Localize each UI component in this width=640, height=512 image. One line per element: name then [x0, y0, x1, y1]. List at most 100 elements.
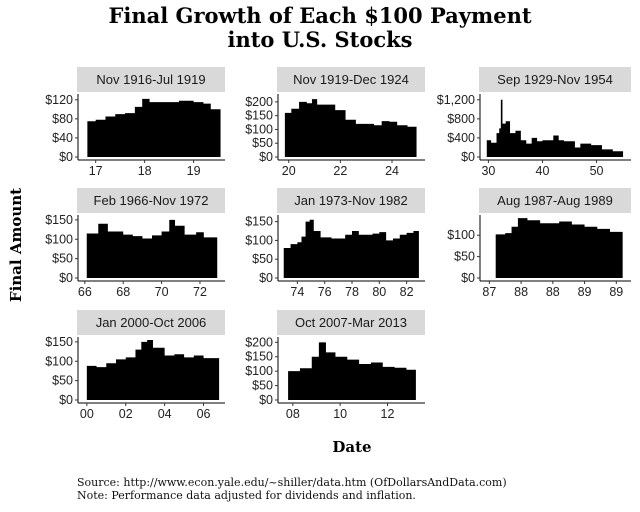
area-series — [87, 98, 221, 157]
x-tick-label: 08 — [286, 407, 300, 421]
x-tick-label: 18 — [138, 164, 152, 178]
y-tick-label: $50 — [252, 252, 273, 266]
y-tick-label: $50 — [52, 374, 73, 388]
facet-panel: Feb 1966-Nov 1972 $0 $50 $100 $150 66 68 70 72 — [45, 188, 225, 299]
facet-panel: Sep 1929-Nov 1954 $0 $400 $800 $1,200 30 40 50 — [437, 67, 631, 178]
x-tick-label: 88 — [514, 285, 528, 299]
y-tick-label: $120 — [45, 93, 73, 107]
x-tick-label: 24 — [385, 164, 399, 178]
y-tick-label: $0 — [59, 393, 73, 407]
y-tick-label: $50 — [52, 252, 73, 266]
facet-strip — [277, 310, 425, 335]
facet-strip — [479, 67, 631, 92]
facet-strip-label: Jan 2000-Oct 2006 — [96, 315, 207, 330]
x-tick-label: 72 — [193, 285, 207, 299]
y-tick-label: $150 — [45, 213, 73, 227]
y-tick-label: $150 — [245, 350, 273, 364]
y-tick-label: $80 — [52, 112, 73, 126]
y-tick-label: $0 — [461, 150, 475, 164]
y-tick-label: $50 — [454, 250, 475, 264]
area-series — [288, 342, 416, 400]
x-tick-label: 70 — [155, 285, 169, 299]
area-series — [86, 219, 218, 278]
x-tick-label: 04 — [158, 407, 172, 421]
x-axis-title: Date — [332, 438, 371, 456]
x-tick-label: 80 — [372, 285, 386, 299]
facet-strip-label: Oct 2007-Mar 2013 — [295, 315, 407, 330]
y-tick-label: $1,200 — [437, 93, 475, 107]
y-tick-label: $100 — [447, 228, 475, 242]
facet-strip-label: Nov 1916-Jul 1919 — [96, 72, 205, 87]
y-tick-label: $150 — [245, 215, 273, 229]
y-tick-label: $200 — [245, 95, 273, 109]
source-note: Source: http://www.econ.yale.edu/~shille… — [77, 476, 507, 489]
y-tick-label: $800 — [447, 112, 475, 126]
x-tick-label: 89 — [609, 285, 623, 299]
x-tick-label: 68 — [116, 285, 130, 299]
x-tick-label: 76 — [318, 285, 332, 299]
y-tick-label: $50 — [252, 379, 273, 393]
y-tick-label: $100 — [245, 122, 273, 136]
x-tick-label: 12 — [381, 407, 395, 421]
x-tick-label: 19 — [187, 164, 201, 178]
facet-panel: Aug 1987-Aug 1989 $0 $50 $100 87 88 88 89 89 — [447, 188, 631, 299]
facet-strip-label: Nov 1919-Dec 1924 — [293, 72, 409, 87]
x-tick-label: 66 — [78, 285, 92, 299]
chart-title-line-2: into U.S. Stocks — [227, 27, 412, 52]
y-axis-title: Final Amount — [7, 188, 25, 302]
x-tick-label: 87 — [482, 285, 496, 299]
data-note: Note: Performance data adjusted for divi… — [77, 489, 416, 502]
area-series — [86, 339, 220, 400]
facet-strip — [77, 310, 225, 335]
area-series — [486, 99, 624, 157]
facet-strip — [77, 67, 225, 92]
y-tick-label: $150 — [245, 109, 273, 123]
y-tick-label: $50 — [252, 136, 273, 150]
facet-panel: Jan 1973-Nov 1982 $0 $50 $100 $150 74 76 78 80 82 — [245, 188, 425, 299]
x-tick-label: 78 — [345, 285, 359, 299]
area-series — [283, 219, 419, 278]
facet-strip — [277, 67, 425, 92]
y-tick-label: $0 — [59, 271, 73, 285]
facet-strip-label: Aug 1987-Aug 1989 — [497, 193, 613, 208]
x-tick-label: 30 — [481, 164, 495, 178]
area-series — [495, 218, 623, 278]
facet-panel: Oct 2007-Mar 2013 $0$50$100$150$200 08 10 12 — [245, 310, 425, 421]
x-tick-label: 82 — [400, 285, 414, 299]
x-tick-label: 88 — [546, 285, 560, 299]
x-tick-label: 02 — [119, 407, 133, 421]
y-tick-label: $200 — [245, 335, 273, 349]
y-tick-label: $0 — [259, 150, 273, 164]
facet-panel: Nov 1916-Jul 1919 $0 $40 $80 $120 17 18 19 — [45, 67, 225, 178]
y-tick-label: $100 — [245, 364, 273, 378]
facet-panel: Jan 2000-Oct 2006 $0 $50 $100 $150 00 02 04 06 — [45, 310, 225, 421]
facet-strip-label: Sep 1929-Nov 1954 — [497, 72, 613, 87]
facet-strip-label: Jan 1973-Nov 1982 — [294, 193, 407, 208]
y-tick-label: $0 — [259, 393, 273, 407]
area-series — [284, 99, 417, 157]
y-tick-label: $40 — [52, 131, 73, 145]
y-tick-label: $100 — [45, 232, 73, 246]
x-tick-label: 50 — [590, 164, 604, 178]
y-tick-label: $400 — [447, 131, 475, 145]
x-tick-label: 17 — [89, 164, 103, 178]
x-tick-label: 06 — [197, 407, 211, 421]
chart-title-line-1: Final Growth of Each $100 Payment — [108, 3, 531, 28]
x-tick-label: 89 — [578, 285, 592, 299]
x-tick-label: 74 — [290, 285, 304, 299]
y-tick-label: $0 — [461, 271, 475, 285]
y-tick-label: $0 — [59, 150, 73, 164]
y-tick-label: $100 — [245, 233, 273, 247]
y-tick-label: $150 — [45, 335, 73, 349]
x-tick-label: 40 — [536, 164, 550, 178]
facet-strip — [277, 188, 425, 213]
x-tick-label: 10 — [333, 407, 347, 421]
x-tick-label: 20 — [282, 164, 296, 178]
x-tick-label: 22 — [333, 164, 347, 178]
x-tick-label: 00 — [80, 407, 94, 421]
facet-panel: Nov 1919-Dec 1924 $0$50$100$150$200 20 22 24 — [245, 67, 425, 178]
facet-strip — [479, 188, 631, 213]
facet-strip-label: Feb 1966-Nov 1972 — [94, 193, 209, 208]
facet-strip — [77, 188, 225, 213]
